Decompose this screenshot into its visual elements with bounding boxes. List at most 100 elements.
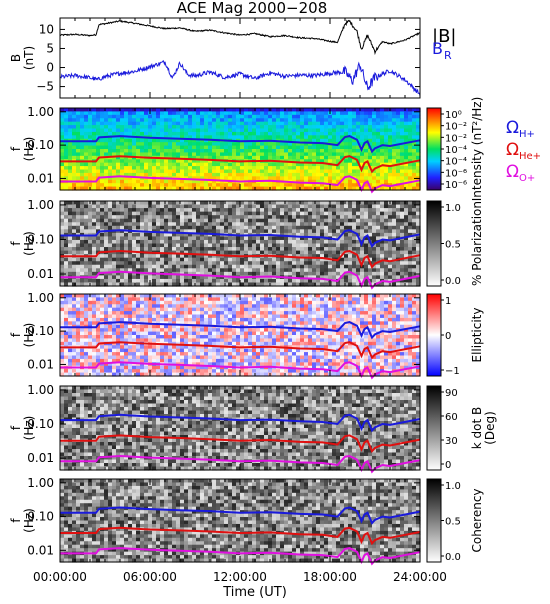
heatmap-cell (120, 304, 125, 308)
heatmap-cell (276, 149, 281, 153)
heatmap-cell (128, 219, 133, 223)
heatmap-cell (112, 170, 117, 174)
heatmap-cell (60, 311, 65, 315)
heatmap-cell (72, 229, 77, 233)
heatmap-cell (292, 115, 297, 119)
heatmap-cell (308, 176, 313, 180)
heatmap-cell (100, 205, 105, 209)
heatmap-cell (212, 240, 217, 244)
heatmap-cell (288, 149, 293, 153)
heatmap-cell (92, 108, 97, 112)
heatmap-cell (372, 229, 377, 233)
heatmap-cell (200, 247, 205, 251)
heatmap-cell (136, 166, 141, 170)
heatmap-cell (112, 261, 117, 265)
heatmap-cell (304, 170, 309, 174)
heatmap-cell (196, 265, 201, 269)
heatmap-cell (208, 118, 213, 122)
heatmap-cell (284, 149, 289, 153)
heatmap-cell (236, 229, 241, 233)
heatmap-cell (92, 279, 97, 283)
heatmap-cell (224, 156, 229, 160)
heatmap-cell (388, 156, 393, 160)
heatmap-cell (72, 205, 77, 209)
legend-B-R-sub: R (444, 49, 452, 62)
heatmap-cell (312, 226, 317, 230)
heatmap-cell (80, 356, 85, 360)
heatmap-cell (140, 240, 145, 244)
heatmap-cell (300, 201, 305, 205)
heatmap-cell (100, 115, 105, 119)
heatmap-cell (152, 180, 157, 184)
heatmap-cell (348, 149, 353, 153)
heatmap-cell (392, 135, 397, 139)
heatmap-cell (300, 108, 305, 112)
heatmap-cell (112, 205, 117, 209)
heatmap-cell (220, 205, 225, 209)
heatmap-cell (408, 265, 413, 269)
heatmap-cell (116, 170, 121, 174)
heatmap-cell (128, 332, 133, 336)
heatmap-cell (84, 321, 89, 325)
heatmap-cell (216, 268, 221, 272)
heatmap-cell (376, 251, 381, 255)
heatmap-cell (192, 166, 197, 170)
heatmap-cell (392, 219, 397, 223)
heatmap-cell (396, 247, 401, 251)
heatmap-cell (248, 226, 253, 230)
heatmap-cell (96, 301, 101, 305)
heatmap-cell (96, 236, 101, 240)
heatmap-cell (380, 275, 385, 279)
heatmap-cell (256, 272, 261, 276)
heatmap-cell (132, 108, 137, 112)
heatmap-cell (356, 226, 361, 230)
heatmap-cell (400, 272, 405, 276)
colorbar-tick-label: 10⁻⁶ (445, 168, 467, 179)
heatmap-cell (388, 219, 393, 223)
heatmap-cell (116, 118, 121, 122)
heatmap-cell (272, 149, 277, 153)
heatmap-cell (236, 129, 241, 133)
heatmap-cell (184, 115, 189, 119)
heatmap-cell (292, 272, 297, 276)
heatmap-cell (372, 258, 377, 262)
heatmap-cell (84, 362, 89, 366)
heatmap-cell (400, 212, 405, 216)
heatmap-cell (128, 335, 133, 339)
heatmap-cell (248, 208, 253, 212)
heatmap-cell (280, 251, 285, 255)
heatmap-cell (336, 251, 341, 255)
heatmap-cell (164, 170, 169, 174)
heatmap-cell (120, 129, 125, 133)
heatmap-cell (160, 236, 165, 240)
heatmap-cell (128, 226, 133, 230)
heatmap-cell (148, 244, 153, 248)
heatmap-cell (240, 240, 245, 244)
heatmap-cell (276, 268, 281, 272)
heatmap-cell (228, 170, 233, 174)
heatmap-cell (264, 222, 269, 226)
heatmap-cell (148, 159, 153, 163)
heatmap-cell (368, 108, 373, 112)
heatmap-cell (216, 279, 221, 283)
heatmap-cell (164, 254, 169, 258)
heatmap-cell (340, 170, 345, 174)
heatmap-cell (100, 125, 105, 129)
heatmap-cell (72, 115, 77, 119)
heatmap-cell (308, 170, 313, 174)
heatmap-cell (172, 129, 177, 133)
heatmap-cell (108, 205, 113, 209)
heatmap-cell (380, 201, 385, 205)
heatmap-cell (348, 146, 353, 150)
heatmap-cell (348, 139, 353, 143)
heatmap-cell (404, 268, 409, 272)
heatmap-cell (172, 258, 177, 262)
heatmap-cell (184, 265, 189, 269)
heatmap-cell (212, 268, 217, 272)
heatmap-cell (68, 135, 73, 139)
heatmap-cell (300, 115, 305, 119)
heatmap-cell (116, 240, 121, 244)
heatmap-cell (92, 268, 97, 272)
heatmap-cell (296, 251, 301, 255)
heatmap-cell (124, 366, 129, 370)
